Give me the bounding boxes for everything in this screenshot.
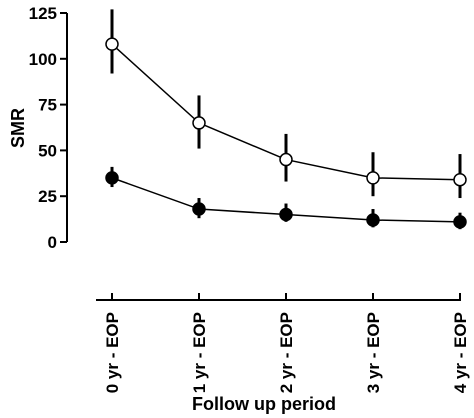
y-tick-label: 125: [29, 4, 57, 23]
data-point: [192, 116, 206, 130]
x-tick-label: 2 yr - EOP: [277, 312, 296, 393]
x-tick-label: 0 yr - EOP: [103, 312, 122, 393]
x-tick-label: 3 yr - EOP: [364, 312, 383, 393]
data-point: [279, 152, 293, 167]
data-point: [366, 213, 380, 227]
y-axis-title: SMR: [8, 108, 28, 148]
data-point: [192, 202, 206, 216]
x-tick-label: 1 yr - EOP: [190, 312, 209, 393]
data-point: [105, 37, 119, 51]
x-axis: 0 yr - EOP 1 yr - EOP 2 yr - EOP 3 yr - EOP…: [96, 293, 470, 393]
x-axis-title: Follow up period: [192, 394, 336, 414]
y-tick-label: 0: [48, 233, 57, 252]
y-axis: 0 25 50 75 100 125: [29, 4, 68, 252]
y-tick-label: 50: [38, 141, 57, 160]
data-point: [279, 207, 293, 222]
series-group: [105, 9, 467, 230]
y-tick-label: 75: [38, 96, 57, 115]
y-tick-label: 25: [38, 187, 57, 206]
x-tick-label: 4 yr - EOP: [451, 312, 470, 393]
series-1: [105, 9, 467, 199]
data-point: [453, 215, 467, 229]
series-2: [105, 166, 467, 230]
y-tick-label: 100: [29, 50, 57, 69]
data-point: [453, 172, 467, 187]
data-point: [366, 171, 380, 185]
data-point: [105, 171, 119, 185]
